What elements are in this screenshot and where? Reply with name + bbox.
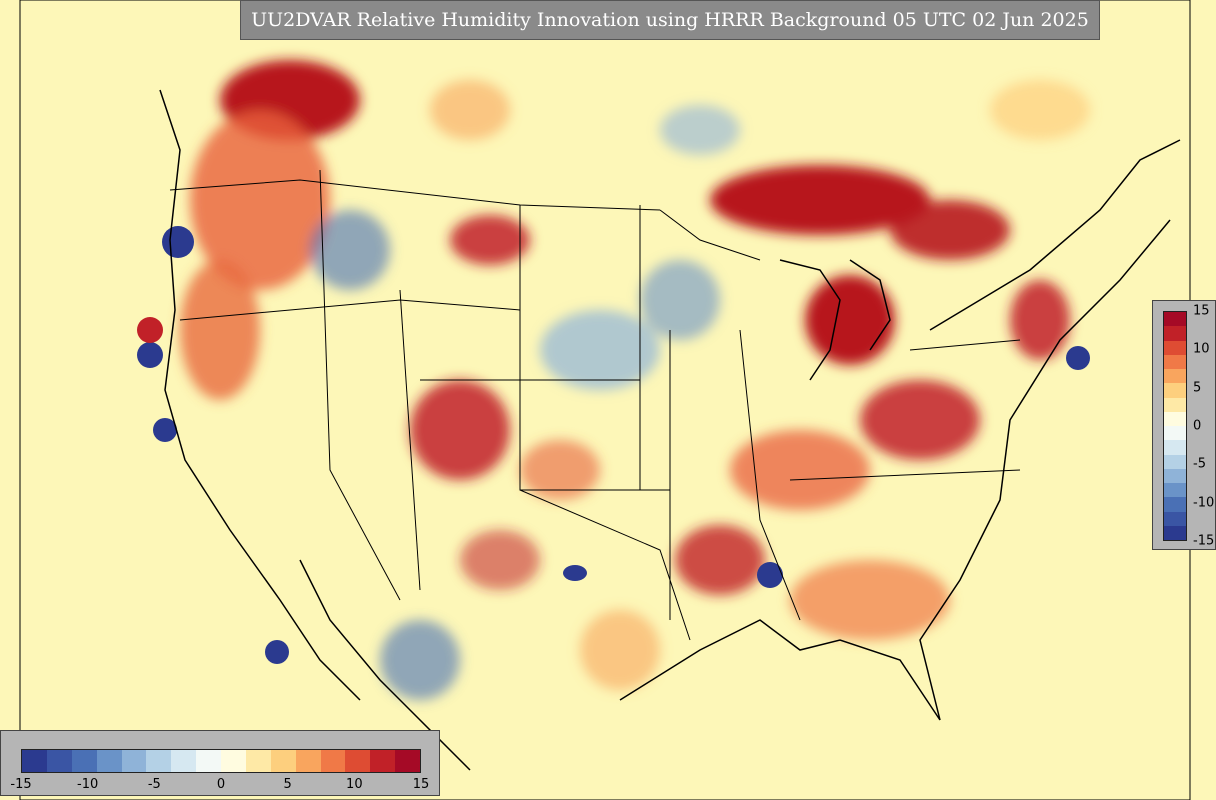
colorbar-swatch bbox=[1164, 426, 1186, 441]
vertical-colorbar-tick: -15 bbox=[1193, 533, 1215, 549]
colorbar-swatch bbox=[146, 750, 172, 772]
vertical-colorbar-tick: -10 bbox=[1193, 495, 1215, 511]
colorbar-swatch bbox=[171, 750, 197, 772]
colorbar-swatch bbox=[370, 750, 396, 772]
colorbar-swatch bbox=[121, 750, 147, 772]
colorbar-swatch bbox=[71, 750, 97, 772]
colorbar-swatch bbox=[320, 750, 346, 772]
vertical-colorbar-tick: 15 bbox=[1193, 303, 1210, 319]
innovation-blobs bbox=[180, 60, 1090, 700]
colorbar-swatch bbox=[1164, 468, 1186, 483]
colorbar-swatch bbox=[345, 750, 371, 772]
colorbar-swatch bbox=[1164, 497, 1186, 512]
colorbar-swatch bbox=[196, 750, 221, 772]
colorbar-swatch bbox=[1164, 369, 1186, 384]
map-title: UU2DVAR Relative Humidity Innovation usi… bbox=[251, 9, 1089, 31]
vertical-colorbar-tick: 10 bbox=[1193, 341, 1210, 357]
colorbar-swatch bbox=[395, 750, 420, 772]
horizontal-colorbar-tick: -5 bbox=[147, 777, 161, 792]
colorbar-swatch bbox=[1164, 440, 1186, 455]
colorbar-swatch bbox=[1164, 383, 1186, 398]
colorbar-swatch bbox=[1164, 312, 1186, 327]
horizontal-colorbar-tick: 10 bbox=[346, 777, 363, 792]
colorbar-swatch bbox=[1164, 483, 1186, 498]
horizontal-colorbar-tick: 0 bbox=[216, 777, 226, 792]
horizontal-colorbar-gradient bbox=[21, 749, 421, 773]
colorbar-swatch bbox=[1164, 340, 1186, 355]
colorbar-swatch bbox=[46, 750, 72, 772]
colorbar-swatch bbox=[1164, 454, 1186, 469]
title-banner: UU2DVAR Relative Humidity Innovation usi… bbox=[240, 0, 1100, 40]
colorbar-swatch bbox=[221, 750, 246, 772]
horizontal-colorbar-tick: 15 bbox=[412, 777, 430, 792]
colorbar-swatch bbox=[245, 750, 271, 772]
vertical-colorbar: 15 10 5 0 -5 -10 -15 bbox=[1152, 300, 1216, 550]
colorbar-swatch bbox=[1164, 397, 1186, 412]
colorbar-swatch bbox=[270, 750, 296, 772]
vertical-colorbar-tick: 5 bbox=[1193, 380, 1202, 396]
vertical-colorbar-gradient bbox=[1163, 311, 1187, 541]
horizontal-colorbar-tick: 5 bbox=[283, 777, 292, 792]
horizontal-colorbar-tick: -10 bbox=[77, 777, 99, 792]
horizontal-colorbar: -15 -10 -5 0 5 10 15 bbox=[0, 730, 440, 796]
colorbar-swatch bbox=[1164, 326, 1186, 341]
colorbar-swatch bbox=[96, 750, 122, 772]
colorbar-swatch bbox=[1164, 511, 1186, 526]
coastal-anomaly-circles bbox=[137, 226, 1090, 664]
colorbar-swatch bbox=[1164, 525, 1186, 540]
colorbar-swatch bbox=[22, 750, 47, 772]
horizontal-colorbar-tick: -15 bbox=[10, 777, 32, 792]
colorbar-swatch bbox=[295, 750, 321, 772]
state-borders bbox=[169, 169, 1021, 641]
vertical-colorbar-tick: 0 bbox=[1193, 418, 1202, 434]
colorbar-swatch bbox=[1164, 411, 1186, 426]
vertical-colorbar-tick: -5 bbox=[1193, 456, 1206, 472]
colorbar-swatch bbox=[1164, 354, 1186, 369]
